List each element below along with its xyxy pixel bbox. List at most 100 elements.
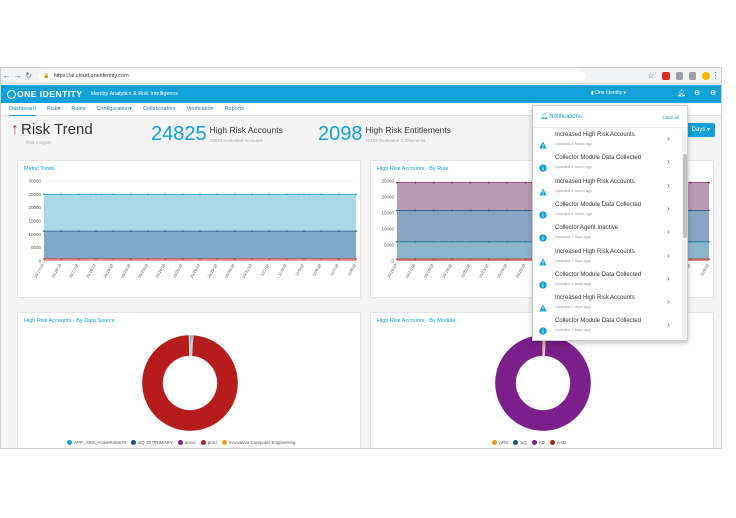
notification-item[interactable]: Collector Module Data Collected Updated 4… (533, 152, 681, 175)
address-bar[interactable]: 🔒 https://ai.cloud.oneidentity.com (38, 70, 586, 81)
extension-icon[interactable] (662, 71, 670, 80)
settings-icon[interactable]: ⚙ (710, 90, 717, 97)
app-title: Identity Analytics & Risk Intelligence (90, 91, 179, 97)
data-point (112, 230, 115, 233)
data-point (303, 230, 305, 233)
panel-title: Metric Totals (24, 166, 55, 172)
data-point (147, 257, 149, 260)
data-point (129, 257, 132, 260)
nav-dashboard[interactable]: Dashboard (9, 103, 36, 116)
data-point (147, 230, 149, 233)
y-tick-label: 30000 (28, 179, 41, 184)
x-tick-label: 10/16/18 (386, 262, 399, 279)
days-button[interactable]: Days ▾ (685, 123, 715, 137)
nav-collaborators[interactable]: Collaborators (142, 105, 176, 112)
notification-item[interactable]: Collector Module Data Collected Updated 2… (533, 315, 681, 338)
data-point (233, 193, 236, 196)
nav-rules[interactable]: Rules (71, 105, 86, 112)
chevron-right-icon[interactable]: › (667, 320, 670, 330)
logo[interactable]: ONE IDENTITY (7, 89, 83, 99)
avatar[interactable] (702, 71, 710, 80)
data-point (216, 257, 219, 260)
forward-icon[interactable]: → (13, 70, 22, 80)
nav-verification[interactable]: Verification (186, 105, 214, 112)
x-tick-label: 10/18/18 (422, 262, 435, 279)
bell-icon[interactable]: 🔔︎ (677, 90, 686, 97)
data-point (285, 193, 288, 196)
x-tick-label: 10/17/18 (404, 262, 417, 279)
nav-configuration[interactable]: Configuration▾ (96, 105, 132, 112)
data-point (181, 257, 184, 260)
chevron-right-icon[interactable]: › (667, 250, 670, 260)
notification-item[interactable]: Increased High Risk Accounts Updated 2 da… (533, 292, 681, 315)
data-point (414, 209, 417, 212)
data-point (396, 209, 398, 212)
notification-item[interactable]: Collector Module Data Collected Updated 2… (533, 269, 681, 292)
notifications-panel: 🔔︎ Notifications Clear all Increased Hig… (532, 105, 688, 341)
menu-icon[interactable]: ⋮ (711, 70, 720, 80)
legend-item: AAD (557, 440, 567, 445)
info-icon (539, 229, 547, 242)
chevron-right-icon[interactable]: › (667, 203, 670, 213)
x-tick-label: 10/23/18 (137, 262, 150, 279)
nav-configuration-label: Configuration (96, 105, 130, 112)
notification-item[interactable]: Collector Agent Inactive Updated 2 days a… (533, 222, 681, 245)
chevron-right-icon[interactable]: › (667, 134, 670, 143)
chevron-right-icon[interactable]: › (667, 297, 670, 307)
reload-icon[interactable]: ↻ (25, 70, 33, 80)
panel-by-data-source: High Risk Accounts - By Data Source APP_… (17, 312, 361, 448)
chevron-right-icon[interactable]: › (667, 273, 670, 283)
nav-risk[interactable]: Risk▾ (46, 105, 61, 112)
notification-title: Increased High Risk Accounts (555, 132, 635, 138)
chevron-right-icon[interactable]: › (667, 180, 670, 190)
chevron-right-icon[interactable]: › (667, 227, 670, 237)
extension-icon[interactable] (675, 71, 684, 80)
data-point (251, 257, 253, 260)
clear-all-link[interactable]: Clear all (662, 115, 679, 120)
notification-item[interactable]: Increased High Risk Accounts Updated 4 ho… (533, 129, 681, 152)
gear-icon[interactable]: ⚙ (694, 90, 701, 97)
scrollbar-thumb[interactable] (683, 154, 687, 238)
tenant-label: One Identity (595, 90, 623, 96)
nav-reports[interactable]: Reports (224, 105, 244, 112)
data-point (432, 181, 435, 184)
data-point (414, 240, 417, 243)
star-icon[interactable]: ☆ (647, 70, 655, 80)
kpi-label: High Risk Accounts (209, 125, 283, 135)
chevron-right-icon[interactable]: › (667, 157, 670, 167)
notification-title: Collector Module Data Collected (555, 155, 642, 162)
kpi-label: High Risk Entitlements (365, 125, 452, 135)
x-tick-label: 10/22/18 (459, 262, 472, 279)
metric-totals-chart: 0 5000 10000 15000 20000 25000 30000 10/17/18 10… (28, 179, 357, 279)
data-point (469, 258, 472, 260)
data-point (337, 193, 340, 196)
by-data-source-chart (141, 334, 239, 432)
tenant-selector[interactable]: ▮ One Identity ▾ (591, 90, 627, 96)
warning-icon (539, 183, 547, 196)
y-tick-label: 15000 (381, 211, 394, 216)
data-point (285, 257, 288, 260)
notifications-title: 🔔︎ Notifications (540, 114, 582, 120)
x-tick-label: 11/2/18 (277, 262, 288, 276)
data-point (112, 193, 115, 196)
back-icon[interactable]: ← (2, 70, 11, 80)
warning-icon (539, 136, 547, 149)
kpi-high-risk-entitlements: 2098 High Risk Entitlements 15194 Evaluat… (318, 123, 451, 145)
data-point (506, 240, 509, 243)
notification-item[interactable]: Collector Module Data Collected Updated 4… (533, 199, 681, 222)
extension-icon[interactable] (689, 71, 697, 80)
x-tick-label: 10/25/18 (171, 262, 184, 279)
warning-icon (539, 253, 547, 265)
data-point (524, 258, 527, 260)
days-button-label: Days (691, 127, 706, 133)
data-point (320, 230, 323, 233)
y-tick-label: 0 (391, 259, 394, 264)
pie-slice (188, 334, 191, 357)
notification-item[interactable]: Increased High Risk Accounts Updated 4 ho… (533, 176, 681, 199)
x-tick-label: 10/17/18 (67, 262, 80, 279)
notification-title: Collector Module Data Collected (555, 318, 642, 325)
data-point (451, 209, 453, 212)
notification-item[interactable]: Increased High Risk Accounts Updated 2 da… (533, 246, 681, 269)
data-point (77, 257, 80, 260)
kpi-value: 2098 (318, 123, 363, 145)
